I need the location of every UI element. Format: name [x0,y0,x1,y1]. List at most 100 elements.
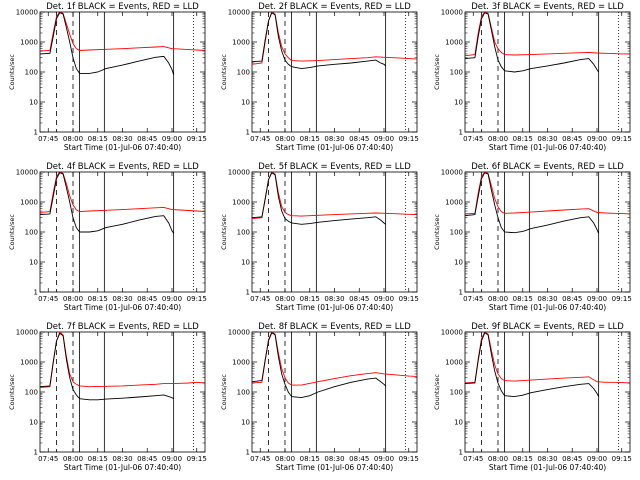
y-tick-label: 100 [237,389,250,397]
x-tick-label: 09:15 [612,295,632,303]
y-tick-label: 1000 [20,39,38,47]
y-tick-label: 100 [25,229,38,237]
x-tick-label: 08:45 [562,135,582,143]
x-tick-label: 08:45 [349,135,369,143]
y-tick-label: 1 [459,289,463,297]
y-axis-label: Counts/sec [433,54,441,90]
x-tick-label: 09:00 [374,295,394,303]
plot-frame [39,11,206,133]
panel-5: 07:45 08:00 08:15 08:30 08:45 09:00 09:15 1 10 10… [220,162,419,312]
y-tick-label: 1 [34,129,38,137]
x-tick-label: 09:00 [374,135,394,143]
lld-series-line [252,12,417,65]
y-tick-label: 10000 [228,329,250,337]
lld-series-line [40,332,205,389]
panel-title: Det. 1f BLACK = Events, RED = LLD [46,2,199,12]
x-tick-label: 08:15 [300,135,320,143]
y-tick-label: 10 [454,259,463,267]
x-axis-label: Start Time (01-Jul-06 07:40:40) [64,463,181,472]
lld-series-line [252,332,417,386]
x-tick-label: 09:00 [162,135,182,143]
panel-title: Det. 8f BLACK = Events, RED = LLD [258,322,411,332]
y-tick-label: 100 [237,229,250,237]
y-tick-label: 1 [246,289,250,297]
x-tick-label: 09:00 [587,135,607,143]
y-tick-label: 100 [450,69,463,77]
plot-frame [39,171,206,293]
y-tick-label: 1000 [232,39,250,47]
lld-series-line [465,12,630,57]
events-series-line [252,332,386,399]
x-tick-label: 08:00 [488,135,508,143]
x-tick-label: 08:45 [349,455,369,463]
panel-3: 07:45 08:00 08:15 08:30 08:45 09:00 09:15 1 10 10… [433,2,632,152]
x-tick-label: 08:30 [112,455,132,463]
panel-title: Det. 3f BLACK = Events, RED = LLD [471,2,624,12]
x-axis-label: Start Time (01-Jul-06 07:40:40) [489,303,606,312]
x-tick-label: 08:30 [324,455,344,463]
panel-8: 07:45 08:00 08:15 08:30 08:45 09:00 09:15 1 10 10… [220,322,419,472]
x-tick-label: 08:30 [537,295,557,303]
events-series-line [465,332,600,398]
y-tick-label: 1 [246,129,250,137]
x-tick-label: 08:30 [324,135,344,143]
plot-frame [251,11,418,133]
x-tick-label: 08:45 [137,135,157,143]
events-series-line [252,172,386,225]
x-tick-label: 08:45 [349,295,369,303]
x-tick-label: 07:45 [38,135,58,143]
y-tick-label: 1000 [20,359,38,367]
x-tick-label: 07:45 [250,295,270,303]
panel-title: Det. 2f BLACK = Events, RED = LLD [258,2,411,12]
x-axis-label: Start Time (01-Jul-06 07:40:40) [489,463,606,472]
y-tick-label: 100 [25,389,38,397]
panel-title: Det. 9f BLACK = Events, RED = LLD [471,322,624,332]
plot-frame [251,331,418,453]
x-tick-label: 08:15 [300,455,320,463]
x-tick-label: 09:15 [187,135,207,143]
x-axis-label: Start Time (01-Jul-06 07:40:40) [64,303,181,312]
x-tick-label: 09:15 [399,295,419,303]
x-axis-label: Start Time (01-Jul-06 07:40:40) [64,143,181,152]
x-tick-label: 09:00 [162,455,182,463]
x-tick-label: 08:45 [562,295,582,303]
y-tick-label: 10000 [228,169,250,177]
y-tick-label: 10000 [16,9,38,17]
x-axis-label: Start Time (01-Jul-06 07:40:40) [276,303,393,312]
y-tick-label: 1000 [232,199,250,207]
x-tick-label: 07:45 [250,455,270,463]
x-tick-label: 09:15 [612,455,632,463]
lld-series-line [465,172,630,215]
events-series-line [465,12,599,73]
y-axis-label: Counts/sec [8,374,16,410]
y-axis-label: Counts/sec [433,214,441,250]
y-tick-label: 10 [241,99,250,107]
x-tick-label: 09:00 [162,295,182,303]
y-axis-label: Counts/sec [433,374,441,410]
x-tick-label: 08:45 [137,455,157,463]
y-tick-label: 10 [454,99,463,107]
x-tick-label: 08:30 [537,455,557,463]
x-tick-label: 08:00 [488,295,508,303]
x-tick-label: 07:45 [463,455,483,463]
panel-title: Det. 6f BLACK = Events, RED = LLD [471,162,624,172]
y-tick-label: 10000 [228,9,250,17]
panel-6: 07:45 08:00 08:15 08:30 08:45 09:00 09:15 1 10 10… [433,162,632,312]
y-tick-label: 1000 [445,359,463,367]
y-tick-label: 10 [454,419,463,427]
plot-frame [464,11,631,133]
y-axis-label: Counts/sec [8,54,16,90]
events-series-line [252,12,386,70]
x-tick-label: 08:45 [137,295,157,303]
y-tick-label: 10 [29,99,38,107]
x-tick-label: 08:00 [275,135,295,143]
x-tick-label: 09:00 [587,295,607,303]
x-tick-label: 08:15 [88,455,108,463]
y-tick-label: 1 [34,289,38,297]
lld-series-line [252,172,417,220]
y-tick-label: 10000 [441,9,463,17]
x-tick-label: 08:00 [275,455,295,463]
panel-4: 07:45 08:00 08:15 08:30 08:45 09:00 09:15 1 10 10… [8,162,207,312]
lld-series-line [40,12,205,52]
